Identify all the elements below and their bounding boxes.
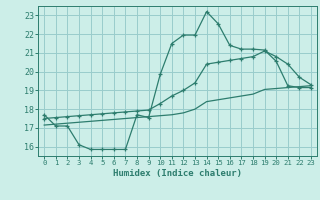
X-axis label: Humidex (Indice chaleur): Humidex (Indice chaleur) xyxy=(113,169,242,178)
